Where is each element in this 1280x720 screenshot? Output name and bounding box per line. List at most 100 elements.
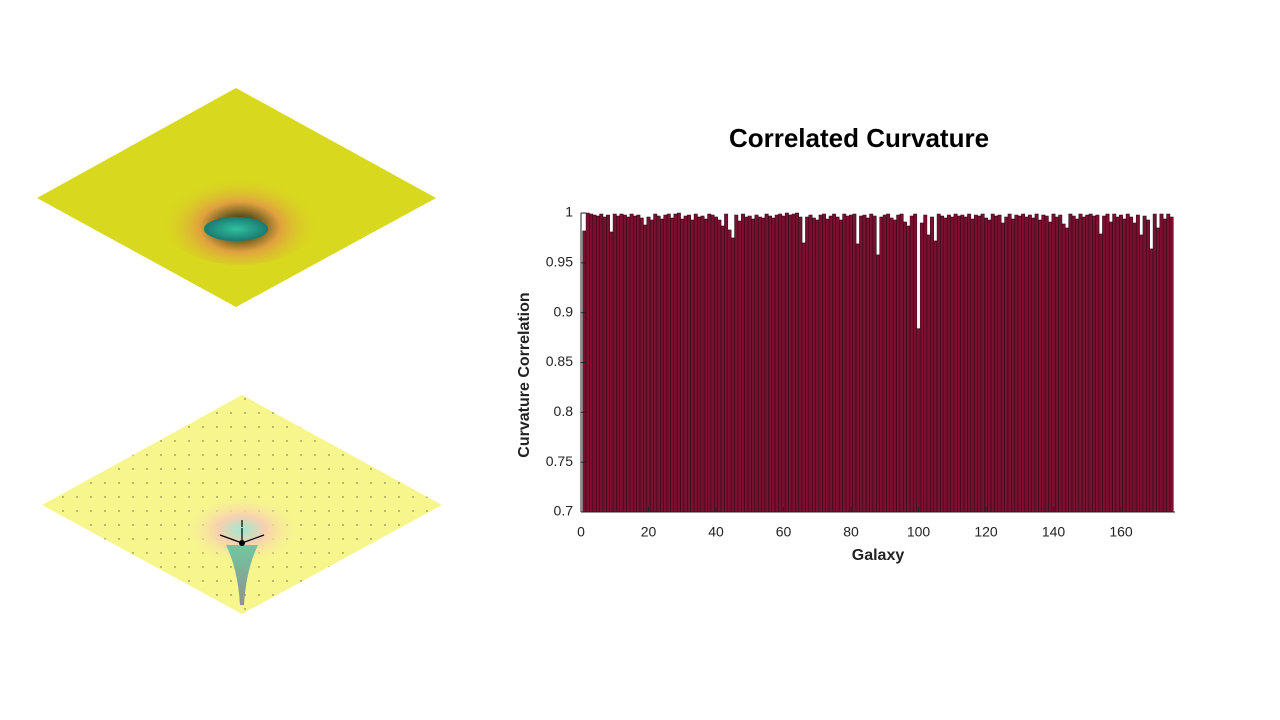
bar bbox=[1092, 215, 1096, 513]
bar bbox=[1102, 215, 1107, 513]
bar bbox=[1132, 222, 1137, 513]
x-axis-label: Galaxy bbox=[852, 547, 905, 564]
bar bbox=[825, 218, 830, 513]
bar bbox=[676, 212, 681, 513]
bar bbox=[1021, 213, 1026, 513]
x-tick-label: 80 bbox=[843, 524, 859, 540]
bar bbox=[795, 212, 799, 513]
bar bbox=[626, 216, 631, 513]
x-tick-label: 0 bbox=[577, 524, 585, 540]
bar bbox=[1000, 222, 1005, 513]
bar bbox=[663, 214, 668, 513]
bar bbox=[1078, 213, 1083, 513]
bar bbox=[1135, 214, 1140, 513]
bar bbox=[909, 215, 914, 513]
bar bbox=[700, 215, 705, 513]
bar bbox=[724, 213, 729, 513]
bar bbox=[717, 219, 722, 513]
bar bbox=[730, 237, 735, 513]
y-tick-label: 0.9 bbox=[554, 303, 574, 319]
bar bbox=[940, 215, 945, 513]
x-tick-label: 100 bbox=[907, 524, 931, 540]
bar bbox=[946, 214, 951, 513]
bar bbox=[838, 219, 843, 513]
bar bbox=[768, 215, 772, 513]
bar bbox=[923, 214, 928, 513]
bar bbox=[1139, 234, 1144, 513]
bar bbox=[1125, 213, 1130, 513]
bar bbox=[683, 215, 688, 513]
bar bbox=[781, 215, 786, 513]
bar bbox=[997, 214, 1002, 513]
bar bbox=[595, 215, 600, 513]
bar bbox=[653, 213, 658, 513]
bar bbox=[1014, 214, 1019, 513]
bar bbox=[707, 213, 712, 513]
bar bbox=[862, 214, 867, 513]
bar bbox=[687, 214, 691, 513]
bar bbox=[622, 214, 627, 513]
bar bbox=[913, 213, 918, 513]
bar bbox=[872, 215, 877, 513]
bar bbox=[1041, 214, 1046, 513]
bar bbox=[967, 213, 972, 513]
bar bbox=[994, 215, 999, 513]
bar bbox=[859, 215, 864, 513]
bar bbox=[656, 215, 661, 513]
bar bbox=[1169, 216, 1174, 513]
bar bbox=[791, 213, 796, 513]
y-axis-label: Curvature Correlation bbox=[516, 292, 533, 457]
bar bbox=[950, 216, 955, 513]
bar bbox=[1017, 215, 1022, 513]
bar bbox=[1075, 218, 1080, 513]
bar bbox=[1068, 213, 1073, 513]
bar bbox=[643, 224, 648, 513]
bar bbox=[889, 217, 894, 513]
chart-title: Correlated Curvature bbox=[729, 123, 989, 153]
bar bbox=[936, 213, 941, 513]
bar bbox=[751, 218, 756, 513]
bar bbox=[690, 219, 695, 513]
bar bbox=[855, 243, 860, 513]
bar bbox=[639, 217, 644, 513]
bar bbox=[788, 214, 793, 513]
bar bbox=[660, 218, 664, 513]
bar bbox=[784, 212, 789, 513]
bar bbox=[849, 214, 853, 513]
bar bbox=[737, 220, 742, 513]
bar bbox=[602, 216, 607, 513]
bar bbox=[933, 240, 938, 513]
bar bbox=[754, 214, 759, 513]
x-tick-label: 40 bbox=[708, 524, 724, 540]
bar bbox=[616, 215, 621, 513]
bar bbox=[916, 328, 921, 513]
bar bbox=[957, 215, 961, 513]
bar bbox=[1051, 213, 1056, 513]
bar bbox=[1048, 221, 1053, 513]
bar bbox=[1044, 215, 1049, 513]
bar bbox=[1142, 215, 1147, 513]
bar bbox=[943, 217, 948, 513]
y-tick-label: 0.95 bbox=[546, 254, 573, 270]
x-tick-label: 160 bbox=[1109, 524, 1133, 540]
bar bbox=[1149, 248, 1154, 513]
bar bbox=[1156, 227, 1161, 513]
bar bbox=[852, 213, 857, 513]
bar bbox=[990, 213, 995, 513]
bar bbox=[714, 216, 718, 513]
bar bbox=[903, 221, 907, 513]
bar bbox=[876, 254, 880, 513]
bar bbox=[757, 216, 762, 513]
bar bbox=[1065, 227, 1069, 513]
bar bbox=[1027, 214, 1032, 513]
bar bbox=[896, 214, 901, 513]
bar bbox=[1085, 214, 1090, 513]
y-tick-label: 0.8 bbox=[554, 403, 574, 419]
bar bbox=[845, 215, 850, 513]
y-tick-label: 1 bbox=[565, 204, 573, 220]
bar bbox=[882, 214, 887, 513]
bar bbox=[818, 214, 823, 513]
y-tick-label: 0.75 bbox=[546, 453, 573, 469]
x-tick-label: 120 bbox=[974, 524, 998, 540]
